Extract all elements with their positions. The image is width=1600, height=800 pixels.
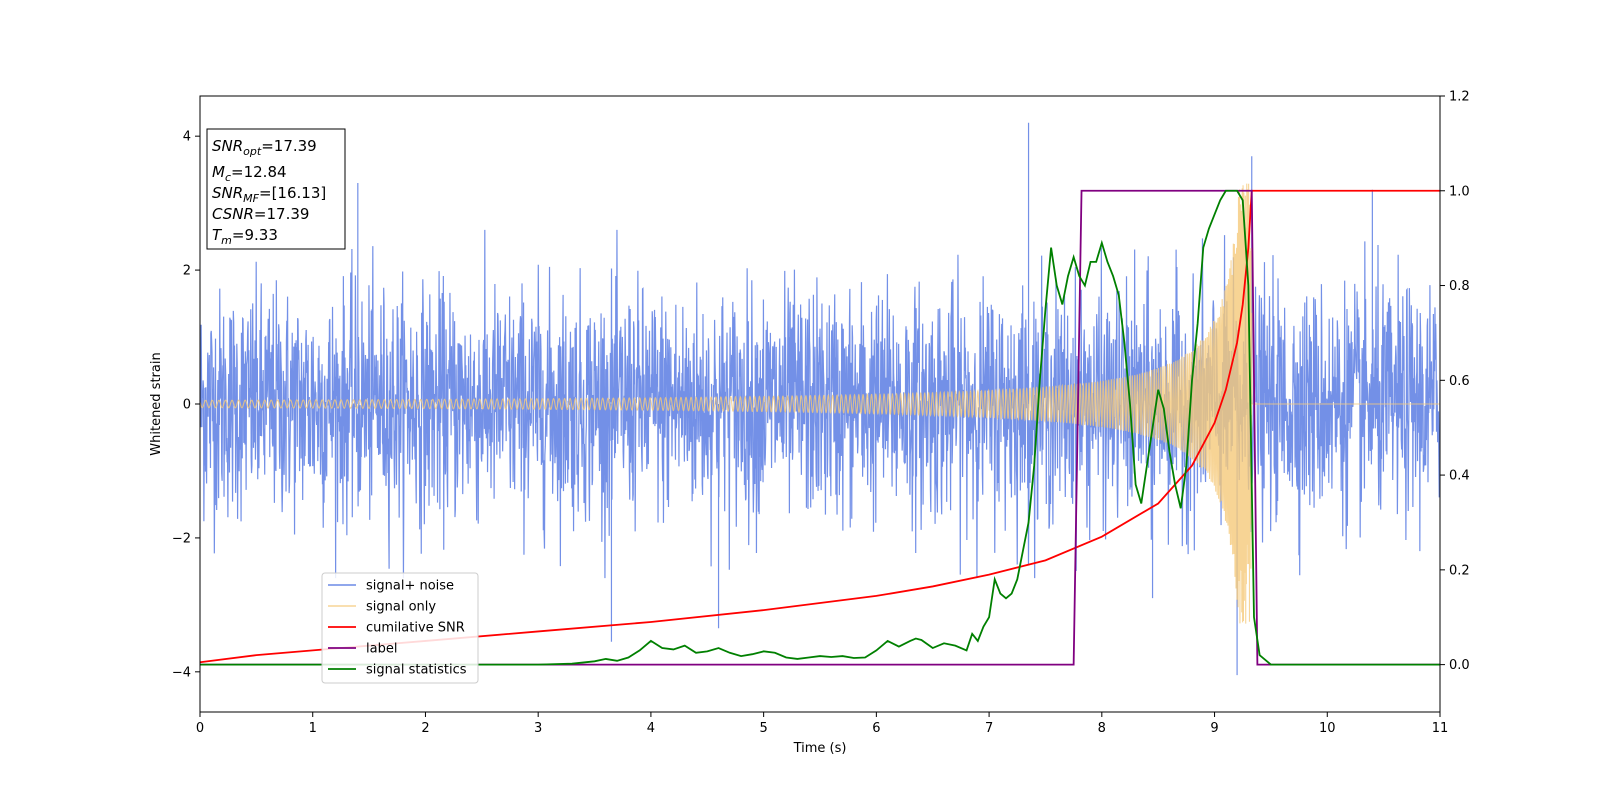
- info-box-frame: [206, 128, 346, 250]
- series-cumilative-snr: [200, 189, 1440, 664]
- y-tick-label: 4: [183, 130, 191, 145]
- x-tick-label: 0: [196, 721, 204, 736]
- ticks-layer: 0 1 2 3 4 5 6 7 8 9 10 11 −4 −2 0 2 4 0.0 0.2 0.4 0.6 0.8 1.0 1…: [172, 90, 1470, 737]
- y-axis-label: Whitened strain: [149, 352, 164, 455]
- x-tick-label: 4: [647, 721, 655, 736]
- y2-tick-label: 1.2: [1449, 90, 1470, 105]
- y2-tick-label: 0.6: [1449, 374, 1470, 389]
- x-tick-label: 2: [421, 721, 429, 736]
- info-box-row: SNRMF=[16.13]: [212, 184, 326, 205]
- legend: signal+ noise signal only cumilative SNR la…: [321, 572, 479, 684]
- legend-label: cumilative SNR: [366, 621, 465, 636]
- legend-label: signal only: [366, 600, 436, 615]
- x-tick-label: 9: [1210, 721, 1218, 736]
- info-box-row: Tm=9.33: [212, 226, 278, 247]
- info-box-row: CSNR=17.39: [212, 205, 309, 223]
- y2-tick-label: 0.8: [1449, 279, 1470, 294]
- y2-tick-label: 1.0: [1449, 184, 1470, 199]
- y-tick-label: 2: [183, 264, 191, 279]
- legend-label: signal+ noise: [366, 579, 454, 594]
- x-tick-label: 8: [1098, 721, 1106, 736]
- y-tick-label: −4: [172, 665, 191, 680]
- y2-tick-label: 0.0: [1449, 658, 1470, 673]
- info-box: SNRopt=17.39 Mc=12.84SNRMF=[16.13]CSNR=17…: [206, 128, 346, 250]
- legend-label: label: [366, 642, 397, 657]
- legend-label: signal statistics: [366, 663, 467, 678]
- x-tick-label: 5: [759, 721, 767, 736]
- x-tick-label: 6: [872, 721, 880, 736]
- y-tick-label: 0: [183, 398, 191, 413]
- y2-tick-label: 0.4: [1449, 469, 1470, 484]
- x-axis-label: Time (s): [793, 741, 847, 756]
- info-box-row: SNRopt=17.39: [212, 137, 317, 158]
- x-tick-label: 11: [1432, 721, 1449, 736]
- legend-frame: [321, 572, 479, 684]
- series-layer: [200, 122, 1440, 676]
- info-box-row: Mc=12.84: [212, 163, 287, 184]
- series-signal-statistics: [200, 189, 1440, 666]
- x-tick-label: 10: [1319, 721, 1336, 736]
- x-tick-label: 3: [534, 721, 542, 736]
- y2-tick-label: 0.2: [1449, 563, 1470, 578]
- x-tick-label: 1: [309, 721, 317, 736]
- x-tick-label: 7: [985, 721, 993, 736]
- y-tick-label: −2: [172, 531, 191, 546]
- series-signal-only: [200, 183, 1440, 624]
